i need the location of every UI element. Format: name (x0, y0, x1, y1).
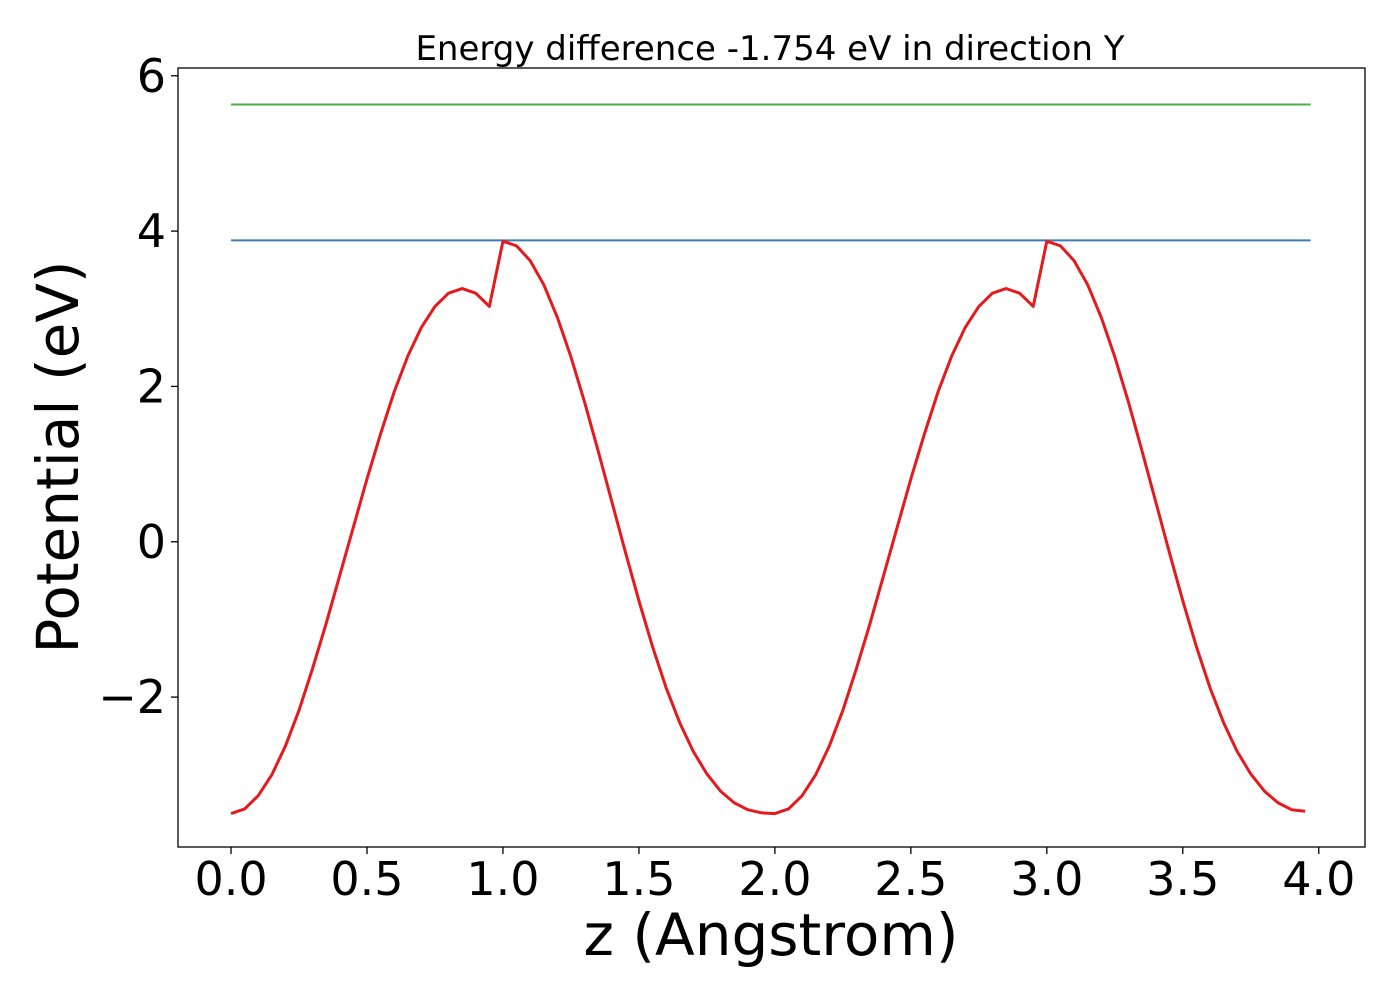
y-tick-label: 0 (137, 515, 166, 569)
series-line-potential (230, 239, 1306, 816)
series-layer (230, 103, 1311, 816)
x-tick-label: 3.0 (1010, 852, 1083, 906)
plot-frame (177, 67, 1366, 848)
x-tick-label: 0.0 (194, 852, 267, 906)
chart-title: Energy difference -1.754 eV in direction… (415, 29, 1124, 69)
y-tick-label: 2 (137, 359, 166, 413)
y-axis-ticks: −2 0 2 4 6 (98, 49, 178, 724)
x-tick-label: 2.5 (874, 852, 947, 906)
y-tick-label: 4 (137, 204, 166, 258)
y-tick-label: 6 (137, 49, 166, 103)
x-axis-label: z (Angstrom) (584, 901, 959, 969)
y-tick-label: −2 (98, 670, 166, 724)
x-tick-label: 2.0 (738, 852, 811, 906)
x-tick-label: 1.5 (602, 852, 675, 906)
x-tick-label: 4.0 (1282, 852, 1355, 906)
x-tick-label: 1.0 (466, 852, 539, 906)
x-axis-ticks: 0.0 0.5 1.0 1.5 2.0 2.5 3.0 3.5 4.0 (194, 847, 1355, 906)
y-axis-label: Potential (eV) (24, 260, 92, 653)
x-tick-label: 0.5 (330, 852, 403, 906)
x-tick-label: 3.5 (1146, 852, 1219, 906)
